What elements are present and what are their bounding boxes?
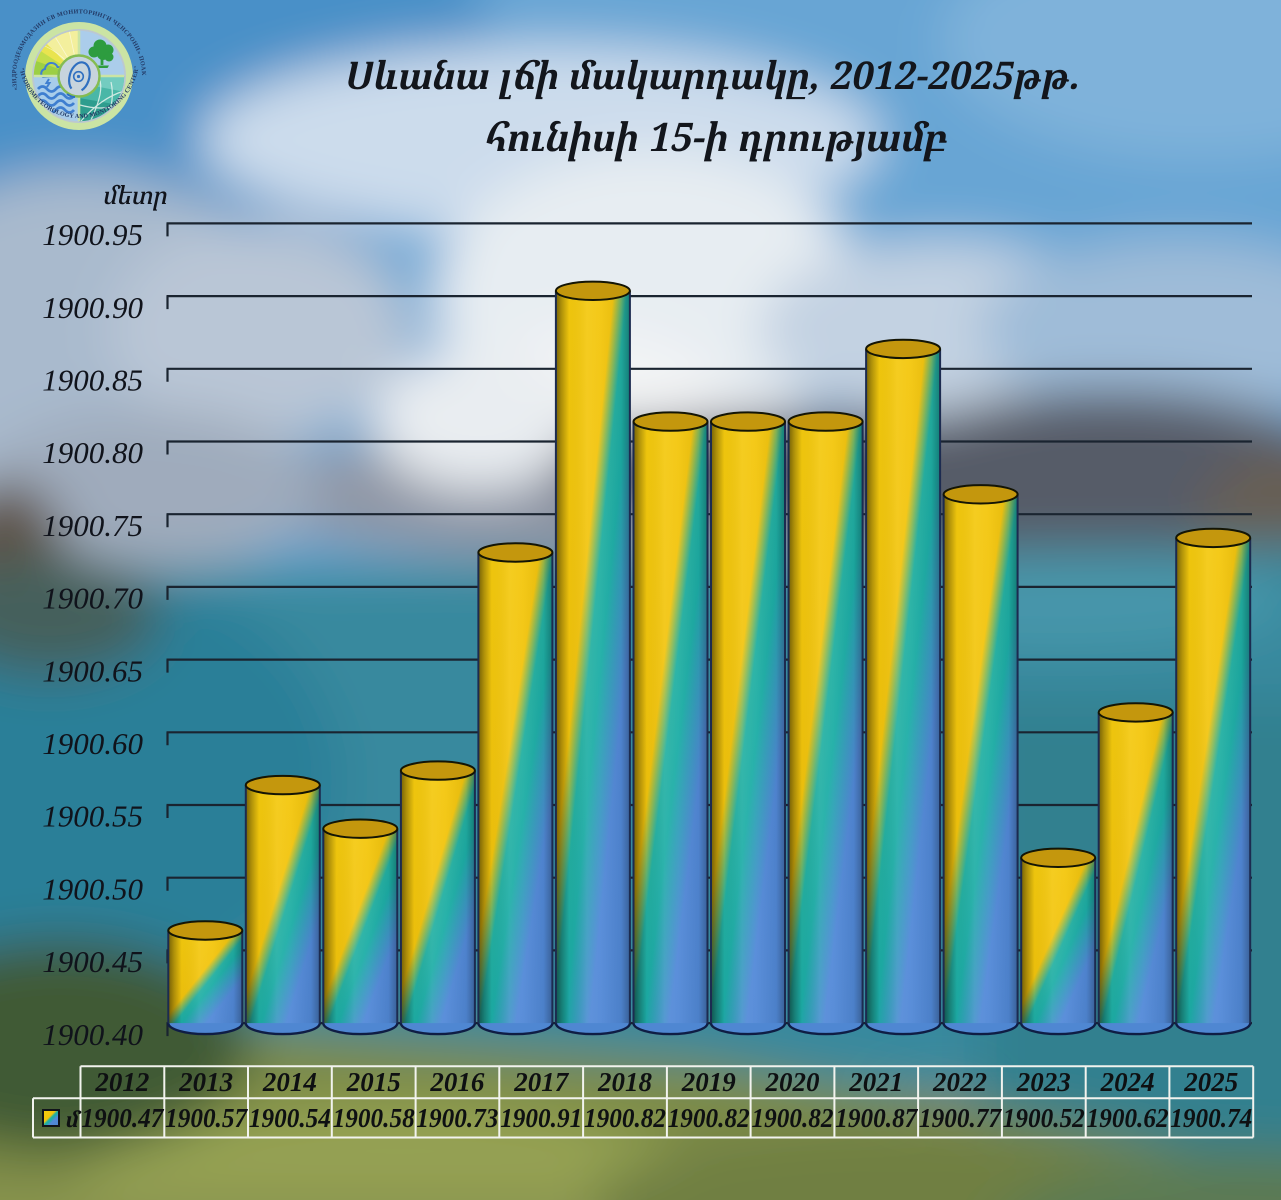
svg-text:1900.54: 1900.54	[249, 1102, 331, 1133]
svg-text:2012: 2012	[94, 1067, 149, 1097]
svg-text:1900.73: 1900.73	[416, 1102, 498, 1133]
svg-text:2016: 2016	[429, 1067, 485, 1097]
svg-text:2024: 2024	[1100, 1067, 1155, 1097]
svg-text:2022: 2022	[932, 1067, 987, 1097]
svg-text:1900.82: 1900.82	[752, 1102, 834, 1133]
svg-text:1900.58: 1900.58	[333, 1102, 415, 1133]
svg-text:1900.74: 1900.74	[1170, 1102, 1252, 1133]
svg-text:1900.75: 1900.75	[42, 508, 143, 543]
svg-text:2019: 2019	[681, 1067, 737, 1097]
svg-text:2023: 2023	[1016, 1067, 1071, 1097]
svg-text:1900.70: 1900.70	[42, 581, 143, 616]
svg-text:1900.65: 1900.65	[42, 653, 143, 688]
svg-text:1900.62: 1900.62	[1087, 1102, 1169, 1133]
svg-text:1900.45: 1900.45	[42, 944, 143, 979]
svg-text:2015: 2015	[346, 1067, 401, 1097]
svg-text:2017: 2017	[513, 1067, 570, 1097]
svg-text:2021: 2021	[848, 1067, 903, 1097]
svg-text:2018: 2018	[597, 1067, 653, 1097]
svg-text:1900.95: 1900.95	[42, 217, 143, 252]
svg-text:2014: 2014	[262, 1067, 317, 1097]
svg-text:1900.90: 1900.90	[42, 290, 143, 325]
svg-text:1900.50: 1900.50	[42, 871, 143, 906]
svg-text:2020: 2020	[765, 1067, 821, 1097]
svg-text:1900.80: 1900.80	[42, 435, 143, 470]
svg-text:1900.87: 1900.87	[835, 1102, 918, 1133]
svg-text:1900.52: 1900.52	[1003, 1102, 1085, 1133]
svg-text:1900.77: 1900.77	[919, 1102, 1002, 1133]
svg-text:1900.47: 1900.47	[81, 1102, 164, 1133]
svg-text:1900.55: 1900.55	[42, 799, 143, 834]
svg-text:1900.57: 1900.57	[165, 1102, 248, 1133]
svg-text:1900.82: 1900.82	[668, 1102, 750, 1133]
svg-text:1900.91: 1900.91	[500, 1102, 582, 1133]
svg-text:2013: 2013	[178, 1067, 233, 1097]
svg-text:2025: 2025	[1183, 1067, 1238, 1097]
svg-text:1900.60: 1900.60	[42, 726, 143, 761]
svg-text:1900.40: 1900.40	[42, 1017, 143, 1052]
svg-text:1900.82: 1900.82	[584, 1102, 666, 1133]
svg-text:1900.85: 1900.85	[42, 363, 143, 398]
